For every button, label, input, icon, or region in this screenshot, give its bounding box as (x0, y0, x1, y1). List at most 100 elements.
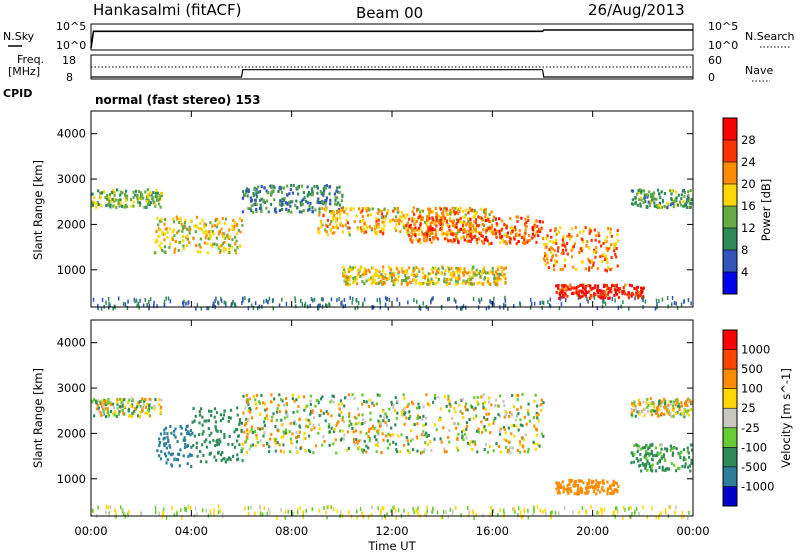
echo-cell (445, 281, 448, 285)
clutter-cell (460, 306, 462, 311)
clutter-cell (448, 296, 451, 301)
echo-cell (455, 269, 458, 273)
echo-cell (389, 271, 392, 275)
echo-cell (510, 231, 513, 235)
echo-cell (438, 227, 442, 231)
echo-cell (655, 411, 658, 415)
clutter-cell (187, 301, 189, 306)
echo-cell (238, 216, 242, 220)
echo-cell (495, 442, 498, 445)
echo-cell (241, 459, 244, 463)
echo-cell (473, 209, 476, 212)
clutter-cell (109, 505, 112, 509)
echo-cell (575, 268, 578, 271)
echo-cell (329, 227, 333, 231)
colorbar-segment (723, 349, 737, 370)
echo-cell (657, 402, 660, 406)
echo-cell (396, 450, 399, 454)
clutter-cell (503, 508, 505, 513)
echo-cell (484, 212, 487, 216)
echo-cell (195, 446, 198, 450)
echo-cell (179, 448, 182, 452)
echo-cell (159, 411, 162, 414)
echo-cell (490, 223, 493, 227)
echo-cell (382, 231, 385, 235)
echo-cell (463, 267, 466, 271)
echo-cell (573, 286, 576, 290)
echo-cell (165, 461, 168, 465)
clutter-cell (295, 304, 297, 309)
echo-cell (163, 222, 166, 226)
echo-cell (519, 443, 522, 447)
echo-cell (295, 199, 298, 203)
echo-cell (516, 398, 519, 401)
echo-cell (158, 197, 161, 201)
echo-cell (616, 239, 620, 243)
echo-cell (443, 447, 446, 451)
echo-cell (336, 190, 339, 194)
echo-cell (493, 281, 496, 284)
echo-cell (459, 206, 462, 210)
echo-cell (138, 414, 141, 418)
echo-cell (472, 282, 475, 286)
echo-cell (182, 234, 185, 238)
echo-cell (426, 232, 429, 236)
echo-cell (224, 236, 227, 240)
echo-cell (116, 400, 119, 404)
echo-cell (259, 427, 262, 431)
echo-cell (505, 226, 508, 230)
freq-unit-label: [MHz] (8, 65, 40, 78)
clutter-cell (330, 297, 333, 302)
echo-cell (509, 451, 512, 455)
echo-cell (228, 228, 231, 232)
echo-cell (535, 428, 538, 432)
echo-cell (342, 210, 346, 213)
echo-cell (466, 271, 470, 275)
echo-cell (152, 198, 155, 202)
echo-cell (257, 400, 260, 404)
echo-cell (566, 489, 569, 493)
clutter-cell (578, 510, 580, 515)
clutter-cell (325, 510, 327, 515)
echo-cell (550, 246, 553, 250)
echo-cell (311, 190, 314, 194)
echo-cell (226, 458, 229, 462)
echo-cell (675, 447, 678, 451)
echo-cell (537, 413, 540, 417)
echo-cell (450, 278, 453, 282)
echo-cell (233, 430, 236, 434)
echo-cell (455, 277, 458, 281)
clutter-cell (115, 511, 117, 516)
echo-cell (378, 424, 381, 428)
echo-cell (498, 272, 501, 276)
echo-cell (480, 395, 483, 399)
echo-cell (585, 243, 588, 247)
clutter-cell (560, 302, 563, 307)
echo-cell (414, 234, 417, 238)
echo-cell (99, 410, 102, 414)
clutter-cell (225, 301, 227, 306)
echo-cell (388, 407, 391, 411)
echo-cell (235, 223, 238, 226)
clutter-cell (467, 513, 470, 518)
echo-cell (472, 215, 475, 219)
echo-cell (462, 438, 465, 442)
clutter-cell (109, 303, 111, 308)
echo-cell (346, 212, 349, 216)
echo-cell (546, 234, 549, 238)
echo-cell (315, 444, 318, 448)
echo-cell (95, 202, 98, 206)
echo-cell (121, 204, 124, 208)
echo-cell (184, 226, 187, 230)
echo-cell (443, 395, 446, 399)
clutter-cell (533, 301, 536, 306)
echo-cell (324, 207, 327, 211)
clutter-cell (547, 299, 549, 304)
echo-cell (99, 191, 102, 195)
echo-cell (680, 411, 684, 415)
echo-cell (462, 271, 465, 275)
echo-cell (491, 272, 494, 276)
clutter-cell (530, 302, 533, 306)
echo-cell (499, 427, 502, 431)
echo-cell (633, 401, 636, 405)
